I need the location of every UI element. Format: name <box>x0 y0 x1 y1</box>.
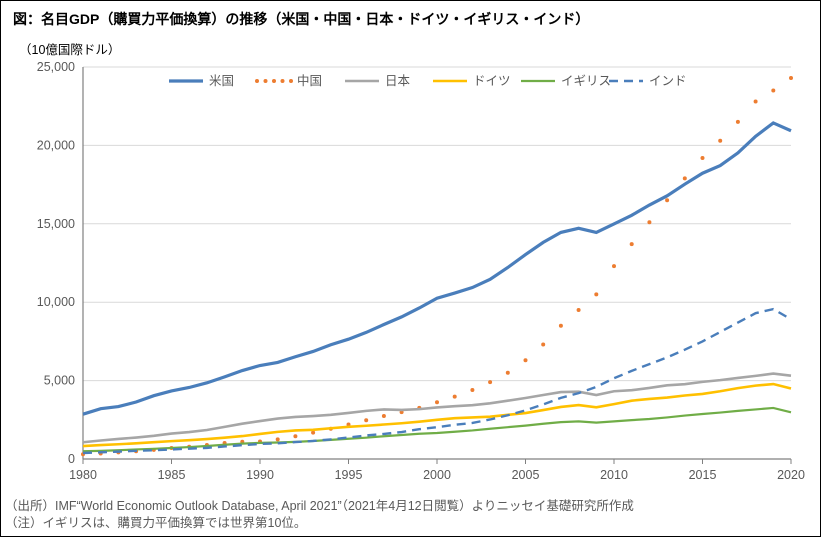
series-cn-point <box>754 99 758 103</box>
series-cn-point <box>435 400 439 404</box>
series-cn-point <box>276 437 280 441</box>
svg-text:2000: 2000 <box>423 468 451 482</box>
series-cn-point <box>470 388 474 392</box>
footnote-source: （出所）IMF“World Economic Outlook Database,… <box>5 498 634 515</box>
legend-label-us: 米国 <box>209 74 234 88</box>
svg-text:2010: 2010 <box>600 468 628 482</box>
svg-text:15,000: 15,000 <box>37 217 75 231</box>
series-cn-point <box>683 176 687 180</box>
svg-text:5,000: 5,000 <box>44 374 75 388</box>
legend-label-uk: イギリス <box>561 74 611 88</box>
svg-text:1980: 1980 <box>69 468 97 482</box>
series-cn-point <box>612 264 616 268</box>
svg-text:2015: 2015 <box>689 468 717 482</box>
series-us-line <box>83 123 791 414</box>
series-cn-point <box>506 371 510 375</box>
y-axis-unit-label: （10億国際ドル） <box>19 39 120 58</box>
svg-text:20,000: 20,000 <box>37 138 75 152</box>
series-cn-point <box>701 156 705 160</box>
series-cn-point <box>771 89 775 93</box>
footnote-note: （注）イギリスは、購買力平価換算では世界第10位。 <box>5 515 634 532</box>
series-cn-point <box>594 292 598 296</box>
series-cn-point <box>736 120 740 124</box>
gridlines <box>83 67 791 459</box>
series-cn-point <box>524 358 528 362</box>
legend-label-in: インド <box>649 74 687 88</box>
series-cn-point <box>364 418 368 422</box>
svg-text:25,000: 25,000 <box>37 60 75 74</box>
svg-text:0: 0 <box>68 452 75 466</box>
svg-text:10,000: 10,000 <box>37 295 75 309</box>
series-cn-point <box>488 380 492 384</box>
series-cn-point <box>665 198 669 202</box>
series-cn-point <box>293 434 297 438</box>
y-axis: 0 5,000 10,000 15,000 20,000 25,000 <box>37 60 83 466</box>
legend: 米国 中国 日本 ドイツ イギリス インド <box>169 73 687 88</box>
chart-frame: 図：名目GDP（購買力平価換算）の推移（米国・中国・日本・ドイツ・イギリス・イン… <box>0 0 821 537</box>
svg-text:2005: 2005 <box>512 468 540 482</box>
x-axis: 1980 1985 1990 1995 2000 2005 2010 2015 2020 <box>69 459 805 482</box>
legend-label-cn: 中国 <box>297 73 322 88</box>
series-cn-point <box>630 242 634 246</box>
series-cn-point <box>718 139 722 143</box>
svg-text:1990: 1990 <box>246 468 274 482</box>
svg-text:1985: 1985 <box>158 468 186 482</box>
chart-title: 図：名目GDP（購買力平価換算）の推移（米国・中国・日本・ドイツ・イギリス・イン… <box>13 9 589 29</box>
series-cn-point <box>647 220 651 224</box>
series-cn-point <box>559 324 563 328</box>
svg-text:1995: 1995 <box>335 468 363 482</box>
legend-label-de: ドイツ <box>473 74 511 88</box>
chart-footnotes: （出所）IMF“World Economic Outlook Database,… <box>5 498 634 532</box>
series-cn-point <box>311 431 315 435</box>
series-cn-point <box>577 308 581 312</box>
gdp-line-chart: 05,00010,00015,00020,00025,000 198019851… <box>19 59 805 489</box>
legend-label-jp: 日本 <box>385 74 411 88</box>
series-cn-point <box>789 76 793 80</box>
series-cn-point <box>453 395 457 399</box>
series-uk-line <box>83 408 791 451</box>
series-cn-point <box>382 414 386 418</box>
series-group <box>81 76 793 456</box>
series-cn-point <box>541 343 545 347</box>
svg-text:2020: 2020 <box>777 468 805 482</box>
